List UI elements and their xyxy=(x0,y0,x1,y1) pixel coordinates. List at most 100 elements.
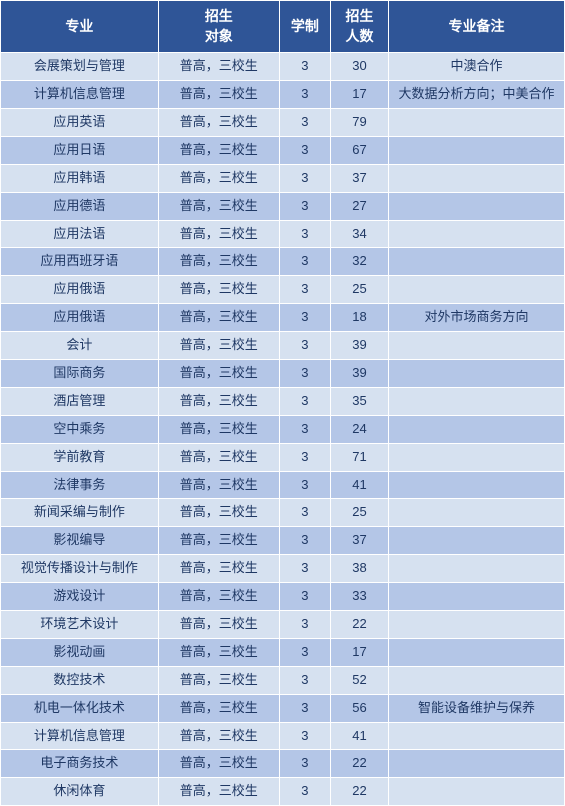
cell-count: 22 xyxy=(330,611,388,639)
cell-major: 休闲体育 xyxy=(1,778,159,806)
cell-target: 普高，三校生 xyxy=(158,192,279,220)
cell-duration: 3 xyxy=(279,555,330,583)
cell-target: 普高，三校生 xyxy=(158,583,279,611)
cell-count: 39 xyxy=(330,359,388,387)
cell-target: 普高，三校生 xyxy=(158,443,279,471)
cell-remark xyxy=(389,359,565,387)
cell-target: 普高，三校生 xyxy=(158,136,279,164)
cell-remark xyxy=(389,778,565,806)
table-row: 应用西班牙语普高，三校生332 xyxy=(1,248,565,276)
cell-remark xyxy=(389,248,565,276)
cell-target: 普高，三校生 xyxy=(158,276,279,304)
cell-target: 普高，三校生 xyxy=(158,164,279,192)
cell-duration: 3 xyxy=(279,638,330,666)
table-row: 会展策划与管理普高，三校生330中澳合作 xyxy=(1,53,565,81)
cell-major: 应用日语 xyxy=(1,136,159,164)
cell-count: 32 xyxy=(330,248,388,276)
header-remark: 专业备注 xyxy=(389,1,565,53)
cell-target: 普高，三校生 xyxy=(158,387,279,415)
cell-count: 24 xyxy=(330,415,388,443)
cell-remark xyxy=(389,192,565,220)
cell-count: 52 xyxy=(330,666,388,694)
cell-target: 普高，三校生 xyxy=(158,220,279,248)
cell-target: 普高，三校生 xyxy=(158,666,279,694)
cell-major: 计算机信息管理 xyxy=(1,81,159,109)
cell-duration: 3 xyxy=(279,778,330,806)
cell-count: 79 xyxy=(330,108,388,136)
cell-remark xyxy=(389,611,565,639)
table-row: 影视动画普高，三校生317 xyxy=(1,638,565,666)
cell-remark xyxy=(389,750,565,778)
cell-remark xyxy=(389,332,565,360)
cell-count: 71 xyxy=(330,443,388,471)
cell-duration: 3 xyxy=(279,471,330,499)
table-body: 会展策划与管理普高，三校生330中澳合作计算机信息管理普高，三校生317大数据分… xyxy=(1,53,565,806)
table-row: 空中乘务普高，三校生324 xyxy=(1,415,565,443)
header-target: 招生对象 xyxy=(158,1,279,53)
table-row: 计算机信息管理普高，三校生317大数据分析方向；中美合作 xyxy=(1,81,565,109)
cell-major: 应用俄语 xyxy=(1,304,159,332)
cell-remark: 大数据分析方向；中美合作 xyxy=(389,81,565,109)
cell-duration: 3 xyxy=(279,527,330,555)
cell-remark xyxy=(389,136,565,164)
table-row: 计算机信息管理普高，三校生341 xyxy=(1,722,565,750)
cell-target: 普高，三校生 xyxy=(158,304,279,332)
cell-count: 67 xyxy=(330,136,388,164)
admissions-table: 专业 招生对象 学制 招生人数 专业备注 会展策划与管理普高，三校生330中澳合… xyxy=(0,0,565,806)
table-row: 应用日语普高，三校生367 xyxy=(1,136,565,164)
cell-duration: 3 xyxy=(279,248,330,276)
cell-major: 应用俄语 xyxy=(1,276,159,304)
cell-major: 数控技术 xyxy=(1,666,159,694)
cell-count: 30 xyxy=(330,53,388,81)
cell-count: 22 xyxy=(330,750,388,778)
header-duration: 学制 xyxy=(279,1,330,53)
cell-duration: 3 xyxy=(279,694,330,722)
cell-major: 国际商务 xyxy=(1,359,159,387)
header-major: 专业 xyxy=(1,1,159,53)
cell-duration: 3 xyxy=(279,136,330,164)
header-row: 专业 招生对象 学制 招生人数 专业备注 xyxy=(1,1,565,53)
table-row: 应用德语普高，三校生327 xyxy=(1,192,565,220)
table-row: 环境艺术设计普高，三校生322 xyxy=(1,611,565,639)
cell-major: 新闻采编与制作 xyxy=(1,499,159,527)
table-row: 数控技术普高，三校生352 xyxy=(1,666,565,694)
cell-major: 应用德语 xyxy=(1,192,159,220)
cell-count: 18 xyxy=(330,304,388,332)
cell-target: 普高，三校生 xyxy=(158,415,279,443)
cell-target: 普高，三校生 xyxy=(158,499,279,527)
cell-duration: 3 xyxy=(279,415,330,443)
cell-count: 25 xyxy=(330,276,388,304)
cell-count: 41 xyxy=(330,471,388,499)
cell-count: 39 xyxy=(330,332,388,360)
cell-duration: 3 xyxy=(279,53,330,81)
cell-remark xyxy=(389,443,565,471)
cell-duration: 3 xyxy=(279,443,330,471)
cell-target: 普高，三校生 xyxy=(158,778,279,806)
table-row: 会计普高，三校生339 xyxy=(1,332,565,360)
cell-target: 普高，三校生 xyxy=(158,248,279,276)
cell-remark: 中澳合作 xyxy=(389,53,565,81)
header-count: 招生人数 xyxy=(330,1,388,53)
table-row: 电子商务技术普高，三校生322 xyxy=(1,750,565,778)
cell-major: 应用法语 xyxy=(1,220,159,248)
cell-duration: 3 xyxy=(279,304,330,332)
cell-remark xyxy=(389,387,565,415)
cell-duration: 3 xyxy=(279,81,330,109)
cell-duration: 3 xyxy=(279,499,330,527)
cell-remark xyxy=(389,527,565,555)
cell-target: 普高，三校生 xyxy=(158,359,279,387)
cell-duration: 3 xyxy=(279,332,330,360)
cell-count: 56 xyxy=(330,694,388,722)
cell-remark: 对外市场商务方向 xyxy=(389,304,565,332)
table-row: 休闲体育普高，三校生322 xyxy=(1,778,565,806)
cell-duration: 3 xyxy=(279,192,330,220)
cell-major: 电子商务技术 xyxy=(1,750,159,778)
table-row: 应用英语普高，三校生379 xyxy=(1,108,565,136)
table-row: 学前教育普高，三校生371 xyxy=(1,443,565,471)
cell-major: 影视动画 xyxy=(1,638,159,666)
cell-target: 普高，三校生 xyxy=(158,527,279,555)
cell-remark xyxy=(389,638,565,666)
cell-remark xyxy=(389,220,565,248)
cell-major: 应用西班牙语 xyxy=(1,248,159,276)
cell-target: 普高，三校生 xyxy=(158,638,279,666)
